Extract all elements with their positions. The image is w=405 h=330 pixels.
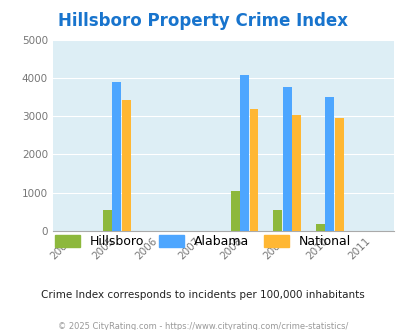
Bar [315,224,324,231]
Text: © 2025 CityRating.com - https://www.cityrating.com/crime-statistics/: © 2025 CityRating.com - https://www.city… [58,322,347,330]
Bar [282,87,291,231]
Bar [112,82,121,231]
Bar [240,75,248,231]
Bar [325,97,333,231]
Text: Hillsboro Property Crime Index: Hillsboro Property Crime Index [58,12,347,30]
Bar [334,118,343,231]
Bar [273,210,281,231]
Bar [102,210,111,231]
Bar [249,109,258,231]
Bar [230,191,239,231]
Legend: Hillsboro, Alabama, National: Hillsboro, Alabama, National [49,230,356,253]
Bar [292,115,301,231]
Bar [122,100,130,231]
Text: Crime Index corresponds to incidents per 100,000 inhabitants: Crime Index corresponds to incidents per… [41,290,364,300]
